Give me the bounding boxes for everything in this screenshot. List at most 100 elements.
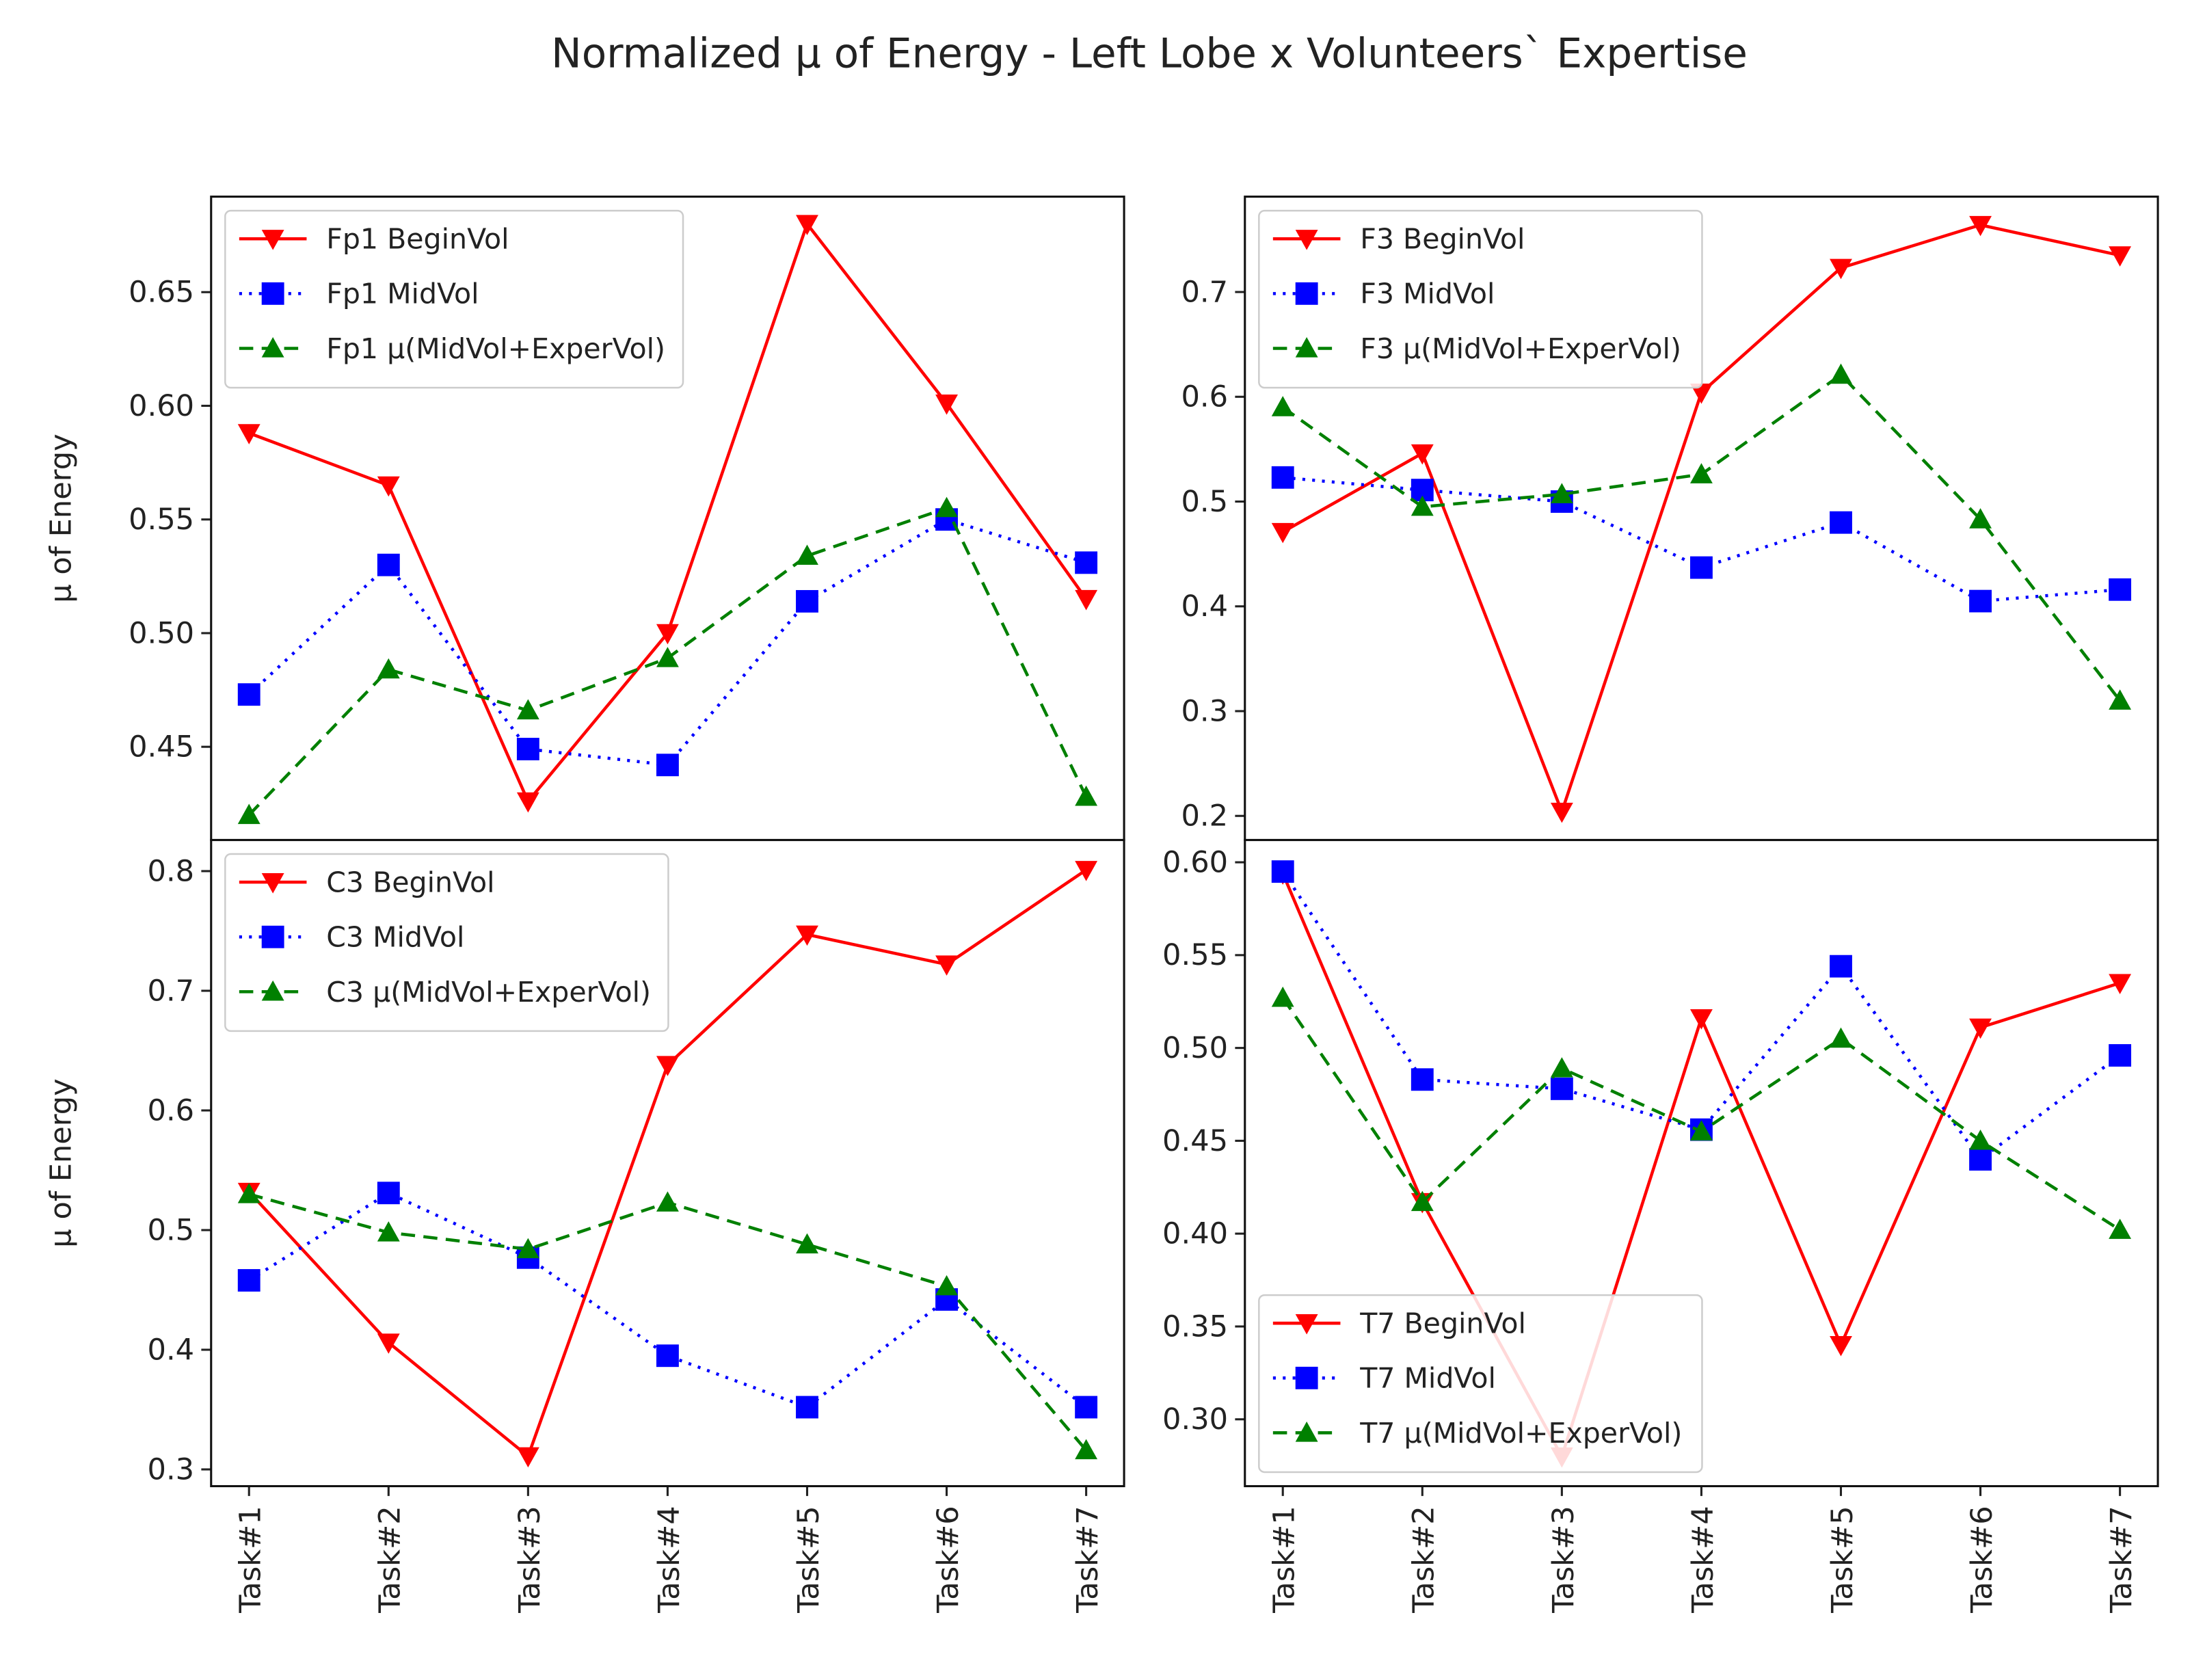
data-point <box>2109 578 2132 601</box>
legend-marker <box>1295 1366 1318 1389</box>
data-point <box>377 1221 400 1242</box>
x-tick-label: Task#3 <box>1547 1506 1581 1614</box>
y-tick-label: 0.6 <box>1181 380 1229 414</box>
data-point <box>796 1233 818 1254</box>
series-dashed <box>1271 986 2132 1239</box>
data-point <box>1271 522 1294 544</box>
legend-entry: F3 MidVol <box>1272 278 1495 310</box>
data-point <box>656 754 679 777</box>
y-tick-label: 0.2 <box>1181 799 1229 834</box>
data-point <box>656 1056 679 1076</box>
data-point <box>1969 1129 1992 1150</box>
legend-marker <box>261 282 284 305</box>
legend-label: Fp1 MidVol <box>326 278 479 310</box>
legend-marker <box>261 230 284 250</box>
data-point <box>1075 1396 1098 1419</box>
x-tick-label: Task#7 <box>1071 1506 1105 1614</box>
data-point <box>516 1238 539 1259</box>
y-tick-label: 0.3 <box>148 1452 195 1486</box>
data-point <box>1411 444 1434 465</box>
x-tick-label: Task#5 <box>792 1506 826 1614</box>
series-solid <box>1271 215 2132 823</box>
y-axis-label: μ of Energy <box>44 1078 78 1247</box>
y-tick-label: 0.4 <box>1181 589 1229 624</box>
data-point <box>1830 363 1852 384</box>
legend-label: C3 μ(MidVol+ExperVol) <box>326 976 651 1009</box>
y-tick-label: 0.45 <box>129 730 194 764</box>
series-line <box>248 1192 1088 1452</box>
y-tick-label: 0.55 <box>1162 938 1228 972</box>
legend-box <box>224 209 684 389</box>
series-line <box>1283 476 2120 603</box>
data-point <box>796 925 818 946</box>
y-tick-label: 0.5 <box>1181 485 1229 519</box>
chart-title: Normalized μ of Energy - Left Lobe x Vol… <box>551 31 1748 78</box>
data-point <box>935 955 958 976</box>
x-tick-label: Task#6 <box>1965 1506 1999 1614</box>
y-tick-label: 0.8 <box>148 854 195 888</box>
data-point <box>1550 483 1573 503</box>
data-point <box>377 1333 400 1354</box>
data-point <box>1689 556 1713 579</box>
legend-label: T7 MidVol <box>1359 1362 1496 1395</box>
data-point <box>1411 495 1434 516</box>
x-tick-label: Task#2 <box>1407 1506 1441 1614</box>
data-point <box>237 1183 260 1203</box>
y-tick-label: 0.50 <box>1162 1031 1228 1065</box>
data-point <box>1689 463 1713 483</box>
data-point <box>935 496 958 518</box>
data-point <box>1830 511 1852 534</box>
data-point <box>1411 1068 1434 1091</box>
data-point <box>516 792 539 813</box>
legend-label: Fp1 μ(MidVol+ExperVol) <box>326 332 665 365</box>
y-tick-label: 0.30 <box>1162 1402 1228 1437</box>
data-point <box>377 476 400 497</box>
legend-marker <box>1295 230 1318 250</box>
axes-frame <box>1244 838 2159 1488</box>
data-point <box>1969 508 1992 529</box>
legend-box <box>1258 209 1703 389</box>
data-point <box>935 1275 958 1296</box>
data-point <box>1689 384 1713 404</box>
data-point <box>1830 1335 1852 1357</box>
x-tick-label: Task#4 <box>652 1506 686 1614</box>
data-point <box>237 1269 260 1292</box>
legend-label: T7 μ(MidVol+ExperVol) <box>1359 1417 1682 1450</box>
legend-marker <box>1295 282 1318 305</box>
y-axis-label: μ of Energy <box>44 434 78 602</box>
data-point <box>796 589 818 613</box>
data-point <box>1075 589 1098 611</box>
subplot-3: 0.3 0.4 0.5 0.6 0.7 0.8 Task#1 Task#2 Task#3 Task… <box>44 838 1125 1614</box>
series-solid <box>237 861 1098 1468</box>
data-point <box>377 1182 400 1205</box>
data-point <box>1689 1120 1713 1141</box>
legend-marker <box>261 980 284 1001</box>
data-point <box>1830 1027 1852 1048</box>
y-tick-label: 0.4 <box>148 1333 195 1367</box>
legend-entry: C3 μ(MidVol+ExperVol) <box>239 976 651 1009</box>
x-tick-label: Task#7 <box>2104 1506 2139 1614</box>
y-tick-label: 0.35 <box>1162 1309 1228 1344</box>
data-point <box>1075 1439 1098 1460</box>
legend-entry: Fp1 BeginVol <box>239 223 509 256</box>
legend-marker <box>1295 1314 1318 1335</box>
data-point <box>796 544 818 565</box>
series-dotted <box>237 1182 1098 1419</box>
legend-box <box>224 853 669 1032</box>
data-point <box>237 424 260 444</box>
series-dashed <box>1271 363 2132 710</box>
legend-marker <box>261 337 284 358</box>
legend-marker <box>261 872 284 894</box>
legend-marker <box>1295 337 1318 358</box>
series-dashed <box>237 1183 1098 1460</box>
y-tick-label: 0.50 <box>129 616 194 650</box>
legend-entry: Fp1 MidVol <box>239 278 479 310</box>
data-point <box>377 553 400 576</box>
y-tick-label: 0.60 <box>129 389 194 423</box>
y-tick-label: 0.6 <box>148 1093 195 1128</box>
data-point <box>656 1344 679 1368</box>
x-tick-label: Task#6 <box>931 1506 965 1614</box>
y-tick-label: 0.45 <box>1162 1124 1228 1158</box>
data-point <box>1969 589 1992 613</box>
